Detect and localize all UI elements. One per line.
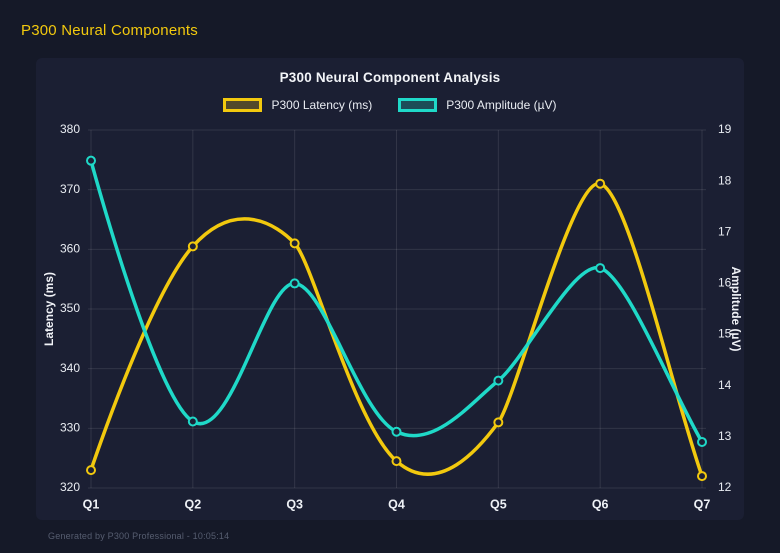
data-point-marker — [391, 456, 402, 467]
right-axis-tick: 18 — [718, 173, 732, 187]
right-axis-tick: 17 — [718, 224, 732, 238]
x-axis-label: Q6 — [592, 497, 609, 511]
right-axis-tick: 19 — [718, 122, 732, 136]
legend-label: P300 Amplitude (µV) — [446, 98, 557, 112]
data-point-marker — [493, 417, 504, 428]
data-point-marker — [697, 436, 707, 447]
latency-line-markers — [86, 178, 707, 482]
left-axis-tick: 330 — [60, 421, 80, 435]
footer-generated-note: Generated by P300 Professional - 10:05:1… — [48, 531, 230, 541]
data-point-marker — [493, 375, 504, 386]
legend-item-latency[interactable]: P300 Latency (ms) — [223, 98, 372, 112]
data-point-marker — [86, 155, 96, 166]
left-axis-title: Latency (ms) — [42, 272, 56, 346]
legend-swatch — [398, 98, 438, 112]
right-axis-tick: 16 — [718, 276, 732, 290]
data-point-marker — [289, 238, 300, 249]
data-point-marker — [187, 241, 198, 252]
legend-item-amplitude[interactable]: P300 Amplitude (µV) — [398, 98, 557, 112]
left-axis-tick: 320 — [60, 480, 80, 494]
legend-swatch — [223, 98, 263, 112]
x-axis-label: Q7 — [694, 497, 711, 511]
chart-card: P300 Neural Component Analysis P300 Late… — [36, 58, 744, 520]
right-axis-tick: 14 — [718, 378, 732, 392]
left-axis-tick: 350 — [60, 301, 80, 315]
data-point-marker — [391, 426, 402, 437]
x-axis-label: Q1 — [83, 497, 100, 511]
chart-legend: P300 Latency (ms) P300 Amplitude (µV) — [36, 98, 744, 112]
x-axis-label: Q2 — [184, 497, 201, 511]
grid-lines — [88, 129, 706, 489]
x-axis-label: Q3 — [286, 497, 303, 511]
right-axis-tick: 12 — [718, 480, 732, 494]
data-point-marker — [187, 416, 198, 427]
right-axis-tick: 13 — [718, 429, 732, 443]
data-point-marker — [595, 263, 606, 274]
chart-canvas: 320 330 340 350 360 370 380 12 13 14 15 16 17 18 19 Q1 Q… — [42, 122, 743, 511]
right-axis-tick: 15 — [718, 327, 732, 341]
left-axis-tick: 370 — [60, 182, 80, 196]
left-axis-tick: 360 — [60, 242, 80, 256]
x-axis-label: Q5 — [490, 497, 507, 511]
tick-labels: 320 330 340 350 360 370 380 12 13 14 15 16 17 18 19 Q1 Q… — [60, 122, 732, 511]
chart-title: P300 Neural Component Analysis — [279, 70, 501, 85]
legend-label: P300 Latency (ms) — [271, 98, 373, 112]
right-axis-title: Amplitude (µV) — [729, 267, 743, 352]
data-point-marker — [86, 465, 96, 476]
data-point-marker — [595, 178, 606, 189]
left-axis-tick: 340 — [60, 361, 80, 375]
data-point-marker — [697, 471, 707, 482]
x-axis-label: Q4 — [388, 497, 405, 511]
amplitude-line-markers — [86, 155, 707, 447]
data-point-marker — [289, 278, 300, 289]
page-title: P300 Neural Components — [21, 22, 199, 39]
left-axis-tick: 380 — [60, 122, 80, 136]
